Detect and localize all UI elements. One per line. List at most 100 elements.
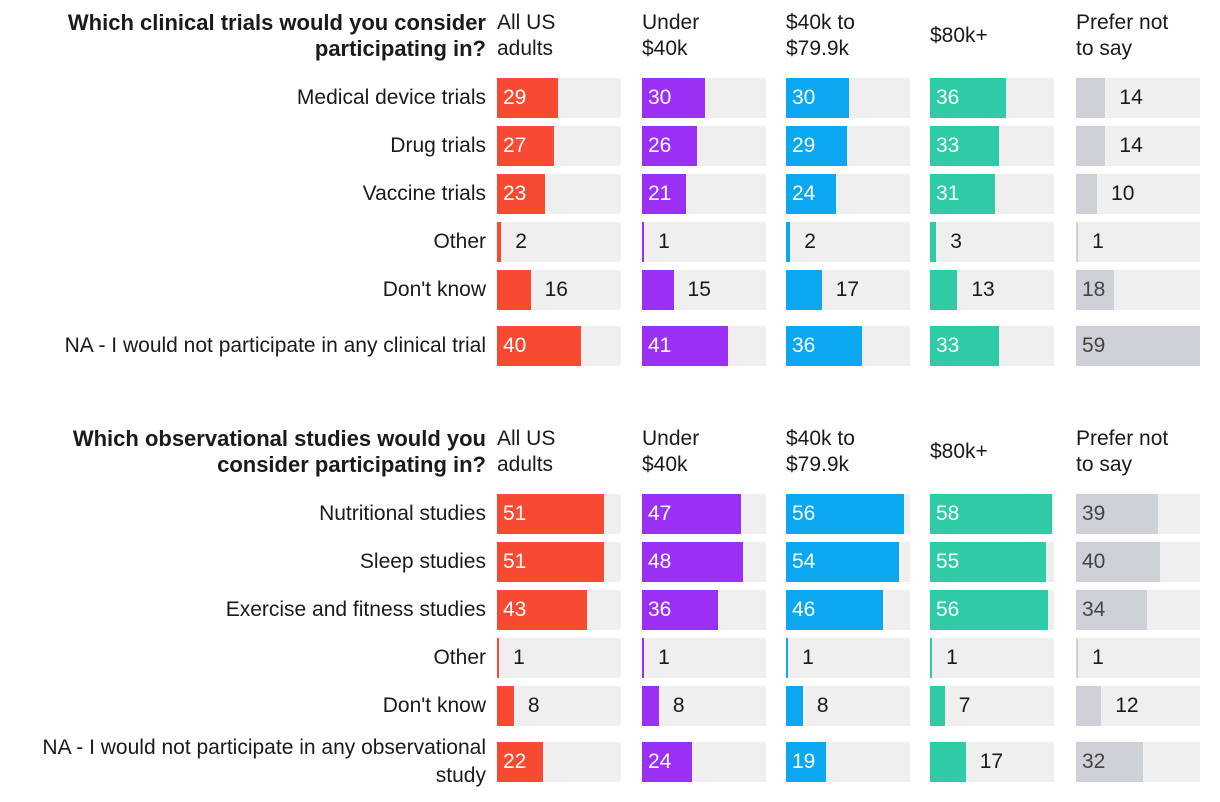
bar-track: 51	[497, 494, 621, 534]
bar-value-label: 41	[648, 334, 672, 357]
column-header-prefer-not-to-say: Prefer not to say	[1076, 426, 1216, 478]
bar-value-label: 40	[503, 334, 527, 357]
bar-track: 48	[642, 542, 766, 582]
column-header-line: adults	[497, 453, 554, 476]
bar-prefer-not-to-say	[1076, 174, 1098, 214]
column-header-line: Prefer not	[1076, 427, 1169, 450]
bar-track: 16	[497, 270, 621, 310]
bar-under-40k	[642, 78, 706, 118]
bar-under-40k	[642, 542, 743, 582]
bar-value-label: 33	[936, 134, 960, 157]
bar-track: 24	[786, 174, 910, 214]
column-header-line: Under	[642, 11, 700, 34]
column-header-line: adults	[497, 37, 554, 60]
bar-track: 30	[786, 78, 910, 118]
column-header-under-40k: Under $40k	[642, 426, 782, 478]
bar-value-label: 1	[658, 646, 670, 669]
bar-value-label: 34	[1082, 598, 1106, 621]
bar-value-label: 43	[503, 598, 527, 621]
bar-40k-to-79-9k	[786, 222, 791, 262]
bar-prefer-not-to-say	[1076, 126, 1106, 166]
bar-all-us-adults	[497, 174, 546, 214]
bar-80k	[930, 742, 966, 782]
bar-track: 34	[1076, 590, 1200, 630]
bar-value-label: 46	[792, 598, 816, 621]
bar-value-label: 23	[503, 182, 527, 205]
bar-track: 32	[1076, 742, 1200, 782]
bar-all-us-adults	[497, 542, 605, 582]
bar-value-label: 18	[1082, 278, 1106, 301]
bar-prefer-not-to-say	[1076, 590, 1148, 630]
bar-track: 40	[1076, 542, 1200, 582]
bar-track: 36	[642, 590, 766, 630]
bar-value-label: 16	[544, 278, 568, 301]
bar-track: 36	[786, 326, 910, 366]
bar-80k	[930, 590, 1048, 630]
bar-40k-to-79-9k	[786, 742, 826, 782]
bar-prefer-not-to-say	[1076, 494, 1158, 534]
bar-under-40k	[642, 126, 697, 166]
column-header-line: Prefer not	[1076, 11, 1169, 34]
column-header-line: to say	[1076, 453, 1133, 476]
bar-track: 3	[930, 222, 1054, 262]
bar-all-us-adults	[497, 78, 558, 118]
bar-40k-to-79-9k	[786, 126, 847, 166]
bar-80k	[930, 78, 1006, 118]
bar-40k-to-79-9k	[786, 270, 822, 310]
bar-80k	[930, 270, 958, 310]
bar-value-label: 2	[515, 230, 527, 253]
bar-value-label: 13	[971, 278, 995, 301]
bar-track: 39	[1076, 494, 1200, 534]
bar-value-label: 56	[792, 502, 816, 525]
row-label: Don't know	[382, 278, 486, 301]
bar-track: 46	[786, 590, 910, 630]
bar-value-label: 17	[835, 278, 860, 301]
bar-under-40k	[642, 638, 645, 678]
bar-track: 56	[786, 494, 910, 534]
bar-track: 33	[930, 326, 1054, 366]
bar-value-label: 26	[648, 134, 672, 157]
bar-40k-to-79-9k	[786, 542, 900, 582]
bar-value-label: 51	[503, 550, 527, 573]
bar-prefer-not-to-say	[1076, 78, 1106, 118]
bar-value-label: 7	[958, 694, 971, 717]
row-label: Other	[433, 230, 486, 253]
bar-all-us-adults	[497, 742, 544, 782]
row-label: Other	[433, 646, 486, 669]
observational-studies-question: Which observational studies would you co…	[72, 426, 486, 477]
row-label: NA - I would not participate in any clin…	[64, 334, 486, 357]
bar-track: 17	[930, 742, 1054, 782]
bar-80k	[930, 126, 1000, 166]
bar-all-us-adults	[497, 270, 531, 310]
bar-40k-to-79-9k	[786, 590, 883, 630]
bar-value-label: 24	[792, 182, 816, 205]
bar-track: 56	[930, 590, 1054, 630]
bar-prefer-not-to-say	[1076, 542, 1161, 582]
bar-value-label: 8	[527, 694, 540, 717]
bar-track: 18	[1076, 270, 1200, 310]
bar-value-label: 1	[658, 230, 670, 253]
bar-value-label: 29	[503, 86, 527, 109]
bar-track: 12	[1076, 686, 1200, 726]
column-header-line: to say	[1076, 37, 1133, 60]
column-header-80k: $80k+	[930, 439, 1070, 465]
bar-prefer-not-to-say	[1076, 742, 1144, 782]
bar-track: 7	[930, 686, 1054, 726]
bar-all-us-adults	[497, 222, 502, 262]
bar-under-40k	[642, 590, 718, 630]
bar-value-label: 58	[936, 502, 960, 525]
column-header-line: $79.9k	[786, 453, 850, 476]
bar-value-label: 27	[503, 134, 527, 157]
bar-value-label: 1	[513, 646, 525, 669]
column-header-line: $40k	[642, 37, 688, 60]
bar-value-label: 21	[648, 182, 672, 205]
bar-track: 15	[642, 270, 766, 310]
column-header-line: All US	[497, 11, 556, 34]
column-header-all-us-adults: All US adults	[497, 426, 637, 478]
bar-80k	[930, 494, 1052, 534]
bar-value-label: 32	[1082, 750, 1106, 773]
bar-track: 1	[1076, 638, 1200, 678]
bar-track: 2	[497, 222, 621, 262]
bar-track: 41	[642, 326, 766, 366]
bar-all-us-adults	[497, 126, 554, 166]
